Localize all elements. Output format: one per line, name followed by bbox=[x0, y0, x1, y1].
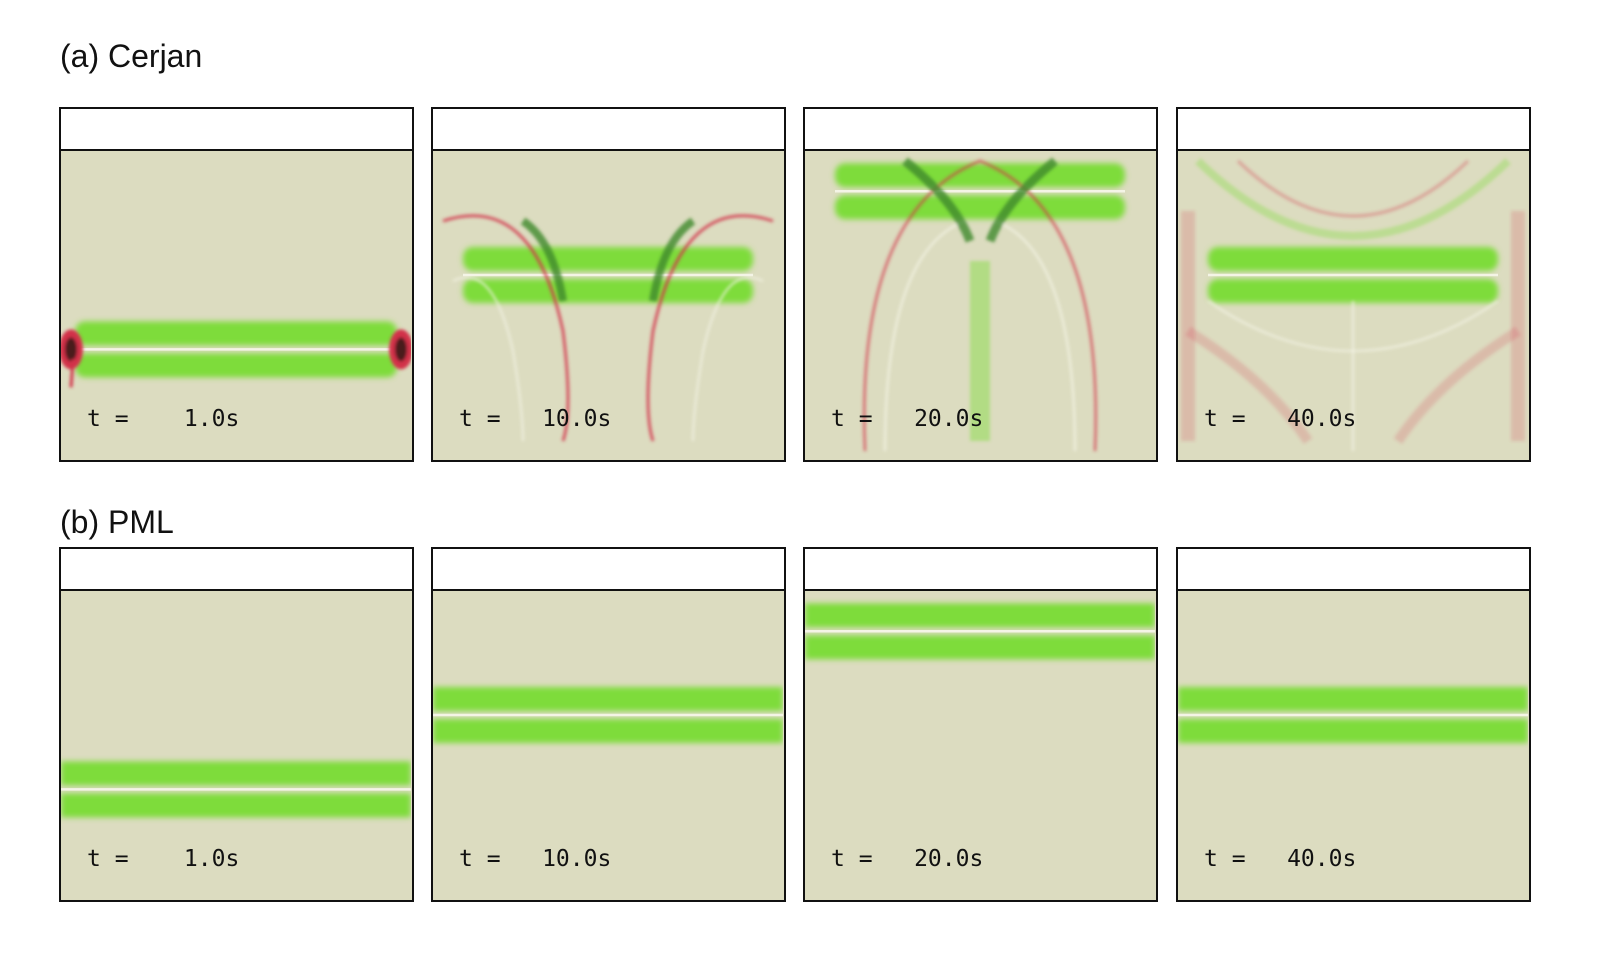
panel-a3: t = 20.0s bbox=[803, 107, 1158, 462]
wavefield-plot bbox=[805, 591, 1155, 900]
panel-a4: t = 40.0s bbox=[1176, 107, 1531, 462]
wave-band bbox=[1178, 687, 1528, 743]
time-label: t = 20.0s bbox=[831, 406, 984, 432]
wavefield-plot bbox=[805, 151, 1155, 460]
field-background bbox=[1178, 591, 1528, 900]
wavefield-plot bbox=[61, 151, 411, 460]
wave-band bbox=[61, 761, 411, 818]
panel-header-bar bbox=[433, 109, 784, 151]
wave-band bbox=[75, 321, 397, 378]
wave-band bbox=[433, 687, 783, 743]
time-label: t = 10.0s bbox=[459, 406, 612, 432]
wavefield-plot bbox=[433, 151, 783, 460]
panel-b1: t = 1.0s bbox=[59, 547, 414, 902]
panel-header-bar bbox=[805, 109, 1156, 151]
time-label: t = 10.0s bbox=[459, 846, 612, 872]
field-background bbox=[61, 591, 411, 900]
wavefield-plot bbox=[433, 591, 783, 900]
panel-header-bar bbox=[433, 549, 784, 591]
panel-header-bar bbox=[61, 109, 412, 151]
edge-reflection bbox=[61, 329, 411, 388]
wavefield-plot bbox=[1178, 591, 1528, 900]
panel-b4: t = 40.0s bbox=[1176, 547, 1531, 902]
panel-header-bar bbox=[1178, 549, 1529, 591]
row-a-title: (a) Cerjan bbox=[60, 38, 203, 74]
row-b-title: (b) PML bbox=[60, 504, 174, 540]
panel-header-bar bbox=[1178, 109, 1529, 151]
panel-a1: t = 1.0s bbox=[59, 107, 414, 462]
panel-a2: t = 10.0s bbox=[431, 107, 786, 462]
reflection-arcs bbox=[442, 214, 774, 442]
panel-header-bar bbox=[805, 549, 1156, 591]
reflection-arcs bbox=[1181, 158, 1525, 451]
time-label: t = 1.0s bbox=[87, 846, 240, 872]
field-background bbox=[61, 151, 411, 460]
field-background bbox=[433, 591, 783, 900]
time-label: t = 1.0s bbox=[87, 406, 240, 432]
time-label: t = 40.0s bbox=[1204, 846, 1357, 872]
wave-band bbox=[805, 603, 1155, 660]
panel-b3: t = 20.0s bbox=[803, 547, 1158, 902]
time-label: t = 40.0s bbox=[1204, 406, 1357, 432]
panel-b2: t = 10.0s bbox=[431, 547, 786, 902]
time-label: t = 20.0s bbox=[831, 846, 984, 872]
panel-header-bar bbox=[61, 549, 412, 591]
wavefield-plot bbox=[61, 591, 411, 900]
wave-band bbox=[1208, 247, 1498, 303]
reflection-arcs bbox=[862, 157, 1098, 452]
wave-band bbox=[835, 163, 1125, 220]
wavefield-plot bbox=[1178, 151, 1528, 460]
field-background bbox=[433, 151, 783, 460]
